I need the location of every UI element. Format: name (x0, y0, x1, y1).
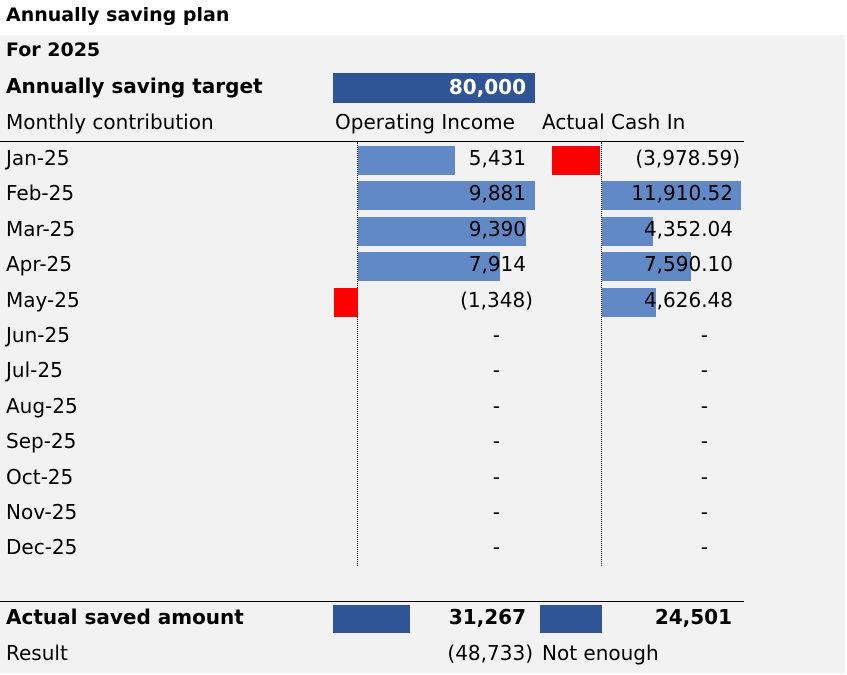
month-label: Apr-25 (6, 252, 72, 276)
month-label: Aug-25 (6, 394, 78, 418)
actual-cash-value[interactable]: - (700, 465, 708, 489)
actual-cash-bar-negative (552, 146, 600, 175)
actual-saved-op-bar (333, 605, 410, 633)
result-label: Result (6, 641, 68, 665)
operating-income-value[interactable]: (1,348) (460, 288, 533, 312)
target-value[interactable]: 80,000 (448, 75, 526, 99)
month-label: Dec-25 (6, 535, 78, 559)
actual-cash-value[interactable]: 11,910.52 (631, 181, 733, 205)
operating-income-value[interactable]: - (492, 465, 500, 489)
col-operating-income: Operating Income (335, 110, 515, 134)
actual-cash-value[interactable]: - (700, 323, 708, 347)
actual-cash-bar (602, 217, 653, 246)
month-label: Sep-25 (6, 429, 77, 453)
operating-income-value[interactable]: - (492, 358, 500, 382)
target-label: Annually saving target (6, 74, 263, 98)
month-label: May-25 (6, 288, 80, 312)
year-label: For 2025 (6, 39, 101, 61)
month-label: Jul-25 (6, 358, 63, 382)
month-label: Oct-25 (6, 465, 74, 489)
actual-cash-bar (602, 252, 691, 281)
monthly-contribution-label: Monthly contribution (6, 110, 214, 134)
actual-cash-value[interactable]: 4,626.48 (643, 288, 733, 312)
month-label: Nov-25 (6, 500, 78, 524)
operating-income-bar (358, 181, 535, 210)
actual-saved-label: Actual saved amount (6, 605, 244, 629)
actual-cash-value[interactable]: 7,590.10 (643, 252, 733, 276)
operating-income-bar (358, 146, 455, 175)
operating-income-value[interactable]: 5,431 (468, 146, 526, 170)
header-divider (0, 141, 744, 142)
operating-income-value[interactable]: - (492, 535, 500, 559)
sheet-title: Annually saving plan (6, 4, 230, 26)
target-bar (333, 73, 535, 103)
actual-cash-value[interactable]: (3,978.59) (635, 146, 740, 170)
operating-income-value[interactable]: - (492, 394, 500, 418)
month-label: Mar-25 (6, 217, 76, 241)
actual-cash-value[interactable]: - (700, 358, 708, 382)
operating-income-value[interactable]: 9,390 (468, 217, 526, 241)
operating-axis-line (357, 142, 358, 566)
operating-income-value[interactable]: - (492, 429, 500, 453)
month-label: Jan-25 (6, 146, 70, 170)
operating-income-bar (358, 252, 500, 281)
actual-cash-value[interactable]: - (700, 394, 708, 418)
operating-income-value[interactable]: - (492, 323, 500, 347)
operating-income-value[interactable]: 7,914 (468, 252, 526, 276)
operating-income-bar (358, 217, 526, 246)
operating-income-value[interactable]: - (492, 500, 500, 524)
actual-cash-value[interactable]: - (700, 500, 708, 524)
month-label: Jun-25 (6, 323, 70, 347)
total-divider (0, 601, 744, 602)
result-status[interactable]: Not enough (542, 641, 659, 665)
actual-cash-value[interactable]: - (700, 429, 708, 453)
month-label: Feb-25 (6, 181, 75, 205)
actual-cash-value[interactable]: 4,352.04 (643, 217, 733, 241)
cash-axis-line (601, 142, 602, 566)
operating-income-value[interactable]: 9,881 (468, 181, 526, 205)
col-actual-cash-in: Actual Cash In (542, 110, 686, 134)
actual-cash-bar (602, 181, 741, 210)
actual-saved-cash-bar (540, 605, 602, 633)
actual-saved-op-value[interactable]: 31,267 (448, 605, 526, 629)
actual-cash-value[interactable]: - (700, 535, 708, 559)
actual-cash-bar (602, 288, 656, 317)
actual-saved-cash-value[interactable]: 24,501 (654, 605, 732, 629)
operating-income-bar-negative (334, 288, 358, 317)
result-value[interactable]: (48,733) (447, 641, 533, 665)
